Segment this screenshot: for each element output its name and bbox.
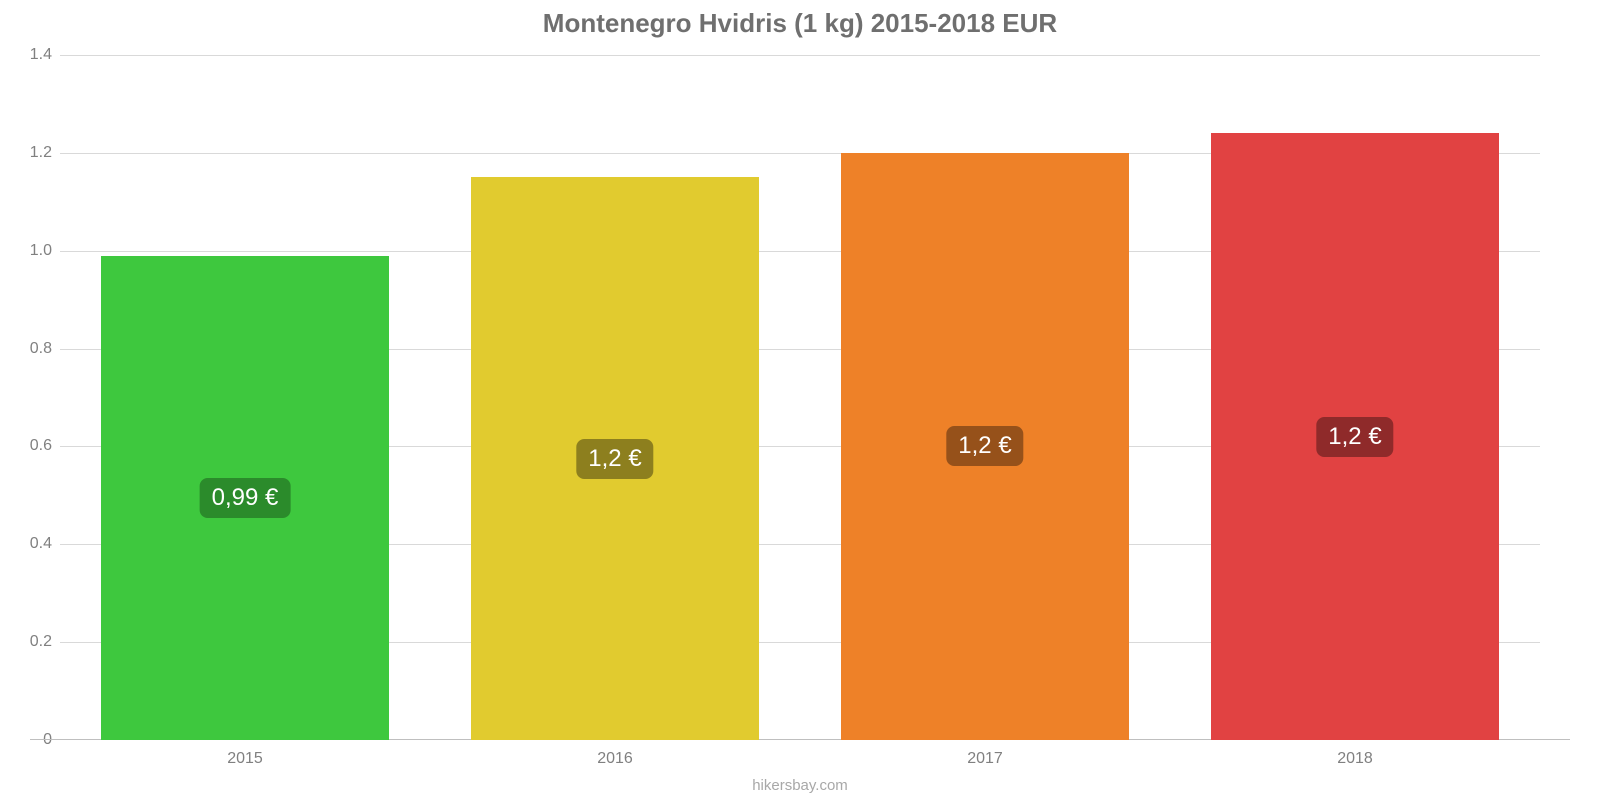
chart-container: Montenegro Hvidris (1 kg) 2015-2018 EUR … [0,0,1600,800]
y-tick-label: 0.4 [30,535,60,553]
y-tick-label: 0.6 [30,437,60,455]
y-tick-label: 1.0 [30,242,60,260]
x-tick-label: 2015 [227,740,263,768]
y-tick-label: 0.2 [30,633,60,651]
y-tick-label: 0 [43,731,60,749]
bar-value-label: 1,2 € [946,426,1023,466]
bar: 1,2 € [1211,133,1500,740]
y-tick-label: 0.8 [30,340,60,358]
bar: 0,99 € [101,256,390,740]
y-tick-label: 1.2 [30,144,60,162]
grid-line [60,55,1540,56]
chart-title: Montenegro Hvidris (1 kg) 2015-2018 EUR [0,8,1600,39]
chart-footer: hikersbay.com [0,777,1600,794]
x-tick-label: 2016 [597,740,633,768]
bar-value-label: 0,99 € [200,478,291,518]
y-tick-label: 1.4 [30,46,60,64]
bar: 1,2 € [841,153,1130,740]
bar: 1,2 € [471,177,760,740]
bar-value-label: 1,2 € [576,439,653,479]
x-tick-label: 2017 [967,740,1003,768]
bar-value-label: 1,2 € [1316,417,1393,457]
x-tick-label: 2018 [1337,740,1373,768]
plot-area: 00.20.40.60.81.01.21.40,99 €20151,2 €201… [60,55,1540,740]
